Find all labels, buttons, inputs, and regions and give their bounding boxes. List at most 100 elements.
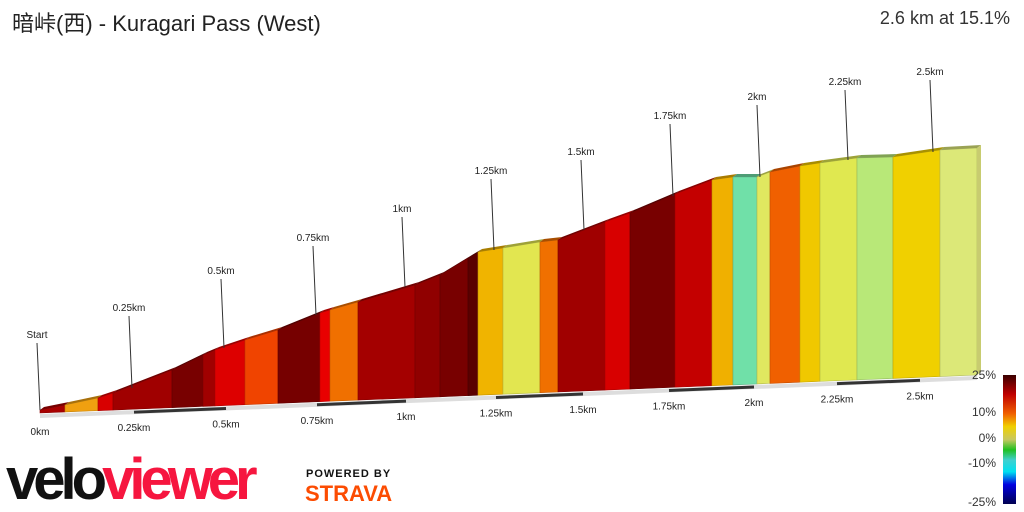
km-scale-bar [316,399,407,407]
km-scale-bar [836,378,921,386]
profile-segment [892,149,941,379]
km-leader-line [669,123,674,197]
profile-segment [329,301,359,402]
colorbar-tick-label: -25% [968,495,996,509]
colorbar-tick-label: 10% [972,405,996,419]
profile-segment [467,251,479,396]
profile-segment-top [330,299,362,310]
km-scale-bar [495,392,584,400]
profile-segment-top [857,154,897,158]
km-leader-line [580,159,585,231]
gradient-colorbar [1003,375,1016,504]
profile-segment-top [478,245,507,252]
profile-segment [856,156,894,381]
top-km-label: 2km [748,92,767,103]
page-title: 暗峠(西) - Kuragari Pass (West) [12,11,321,36]
profile-segment [539,239,559,394]
bottom-km-label: 0.25km [118,423,151,434]
km-leader-line [401,216,406,288]
km-leader-line [36,342,41,411]
profile-segment-top [540,237,562,242]
bottom-km-label: 0.5km [212,419,239,430]
strava-logo[interactable]: STRAVA [305,481,393,506]
bottom-km-label: 0km [31,427,50,438]
profile-segment [674,179,713,388]
veloviewer-logo[interactable]: veloviewer [6,451,258,509]
logo-velo: velo [6,447,107,512]
profile-segment-top [245,327,282,340]
profile-segment-top [733,174,761,177]
bottom-km-label: 1.25km [480,409,513,420]
profile-segment-top [605,210,634,222]
bottom-km-label: 2.25km [821,395,854,406]
km-scale-bar [133,406,227,414]
profile-segment [819,157,858,382]
profile-segment [112,369,173,411]
profile-segment [477,247,504,396]
top-km-label: 0.25km [113,303,146,314]
profile-segment-top [203,347,219,355]
colorbar-tick-label: 0% [979,431,997,445]
profile-segment-top [800,160,824,166]
colorbar-tick-label: -10% [968,456,996,470]
km-leader-line [490,178,495,251]
bottom-km-label: 0.75km [301,416,334,427]
bottom-km-label: 2.5km [906,391,933,402]
top-km-label: 0.5km [207,266,234,277]
top-km-label: 2.5km [916,67,943,78]
profile-segment [756,171,771,385]
profile-segment-top [358,282,419,302]
profile-segment [439,257,469,398]
top-km-label: 1.75km [654,111,687,122]
profile-segment [629,193,676,390]
profile-segment-top [468,249,482,258]
profile-segment [319,309,331,402]
profile-segment-top [415,272,444,285]
km-leader-line [220,278,225,349]
profile-segment-top [40,402,69,410]
climb-summary: 2.6 km at 15.1% [879,8,1010,28]
profile-segment-top [820,155,861,163]
profile-segment [711,176,734,387]
top-km-label: 0.75km [297,233,330,244]
bottom-km-label: 2km [745,398,764,409]
profile-segment-top [440,255,472,275]
profile-segment-top [320,307,334,313]
profile-segment [244,329,279,405]
profile-segment-top [278,310,324,330]
profile-segment [357,284,416,401]
profile-end-face [977,145,981,375]
profile-segment [799,162,821,383]
profile-segment-top [630,191,679,213]
km-leader-line [844,89,849,161]
powered-by-text: POWERED BY [306,468,392,480]
km-leader-line [312,245,317,316]
km-leader-line [929,79,934,153]
profile-segment-top [712,174,737,180]
profile-segment-top [113,367,176,393]
profile-segment-top [757,169,774,177]
profile-segment [557,221,606,393]
profile-segment-top [65,395,102,405]
profile-segment-top [98,390,117,398]
profile-segment [939,147,978,377]
profile-segment-top [172,352,207,370]
profile-segment [202,349,216,407]
profile-segment [769,165,801,384]
top-km-label: 1.5km [567,147,594,158]
bottom-km-label: 1km [397,412,416,423]
profile-segment [732,176,758,386]
top-km-label: 1.25km [475,166,508,177]
colorbar-tick-label: 25% [972,368,996,382]
top-km-label: 2.25km [829,77,862,88]
km-leader-line [756,104,761,178]
km-leader-line [128,315,133,389]
profile-segment-top [893,147,944,157]
km-scale-bar [668,385,755,392]
bottom-km-label: 1.75km [653,401,686,412]
bottom-km-label: 1.5km [569,405,596,416]
profile-segment [502,241,541,395]
profile-segment-top [770,163,804,172]
top-km-label: Start [26,330,47,341]
